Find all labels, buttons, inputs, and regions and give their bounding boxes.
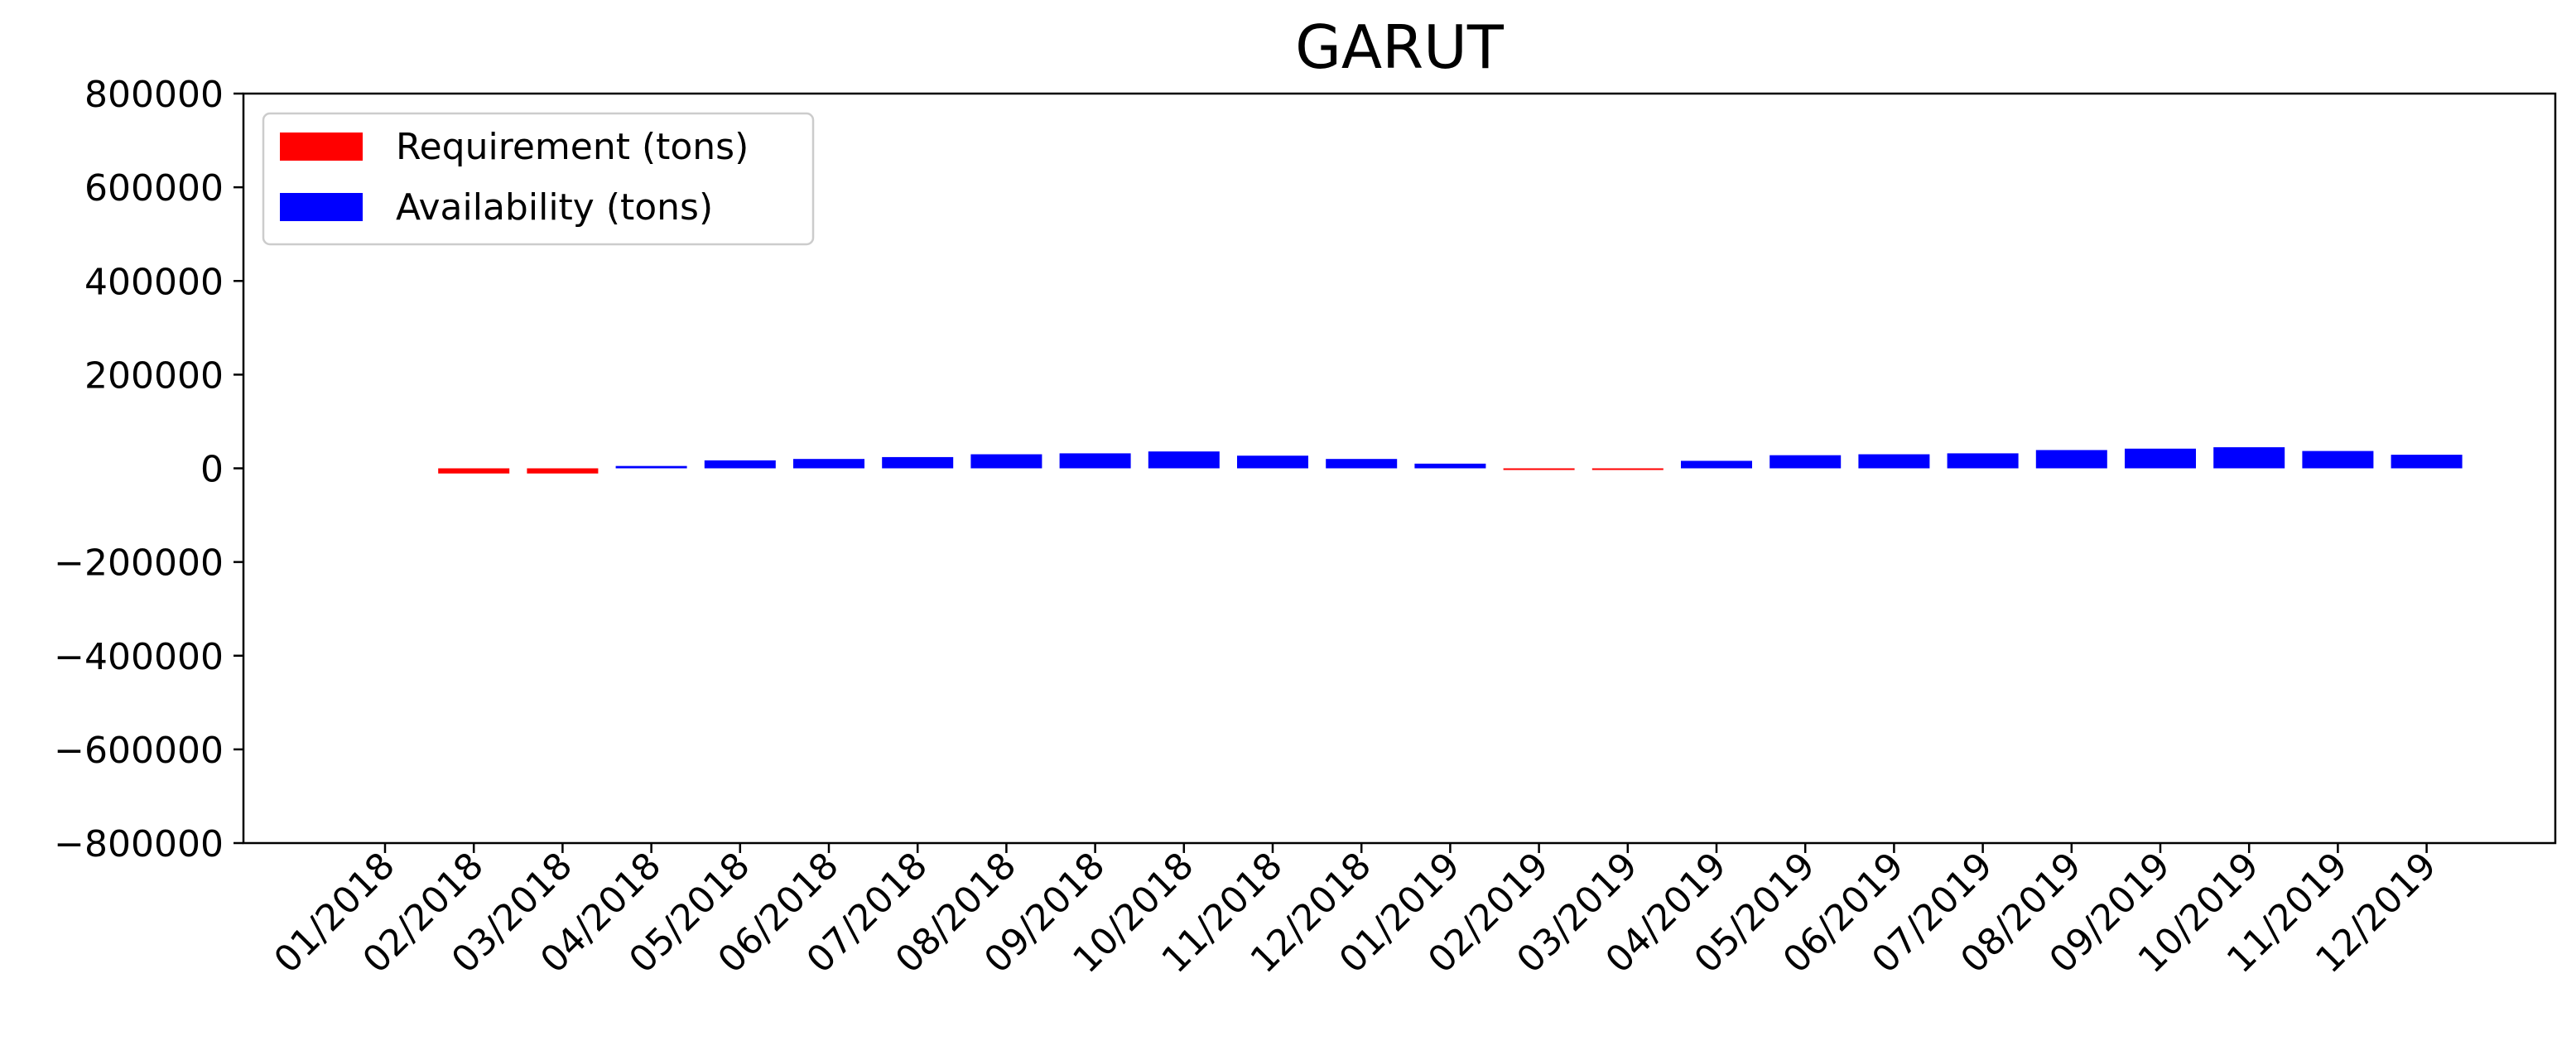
y-tick-label: −400000: [54, 636, 224, 678]
legend-swatch: [280, 193, 363, 221]
requirement-bar: [1591, 468, 1664, 470]
y-tick-label: 0: [200, 449, 224, 491]
availability-bar: [2213, 447, 2285, 469]
y-tick-label: 400000: [84, 261, 224, 303]
availability-bar: [2302, 451, 2374, 469]
availability-bar: [1947, 453, 2019, 469]
availability-bar: [2125, 448, 2196, 469]
availability-bar: [1059, 453, 1131, 469]
x-axis: 01/201802/201803/201804/201805/201806/20…: [266, 843, 2444, 981]
legend-swatch: [280, 133, 363, 161]
y-tick-label: 200000: [84, 354, 224, 397]
availability-bar: [1326, 459, 1398, 469]
availability-bar: [793, 459, 864, 469]
legend-box: [262, 112, 815, 246]
y-axis: 800000 600000 400000 200000 0 −200000 −400000 −…: [54, 74, 243, 865]
availability-bar: [1148, 451, 1220, 469]
availability-bar: [704, 460, 776, 469]
chart-title: GARUT: [1295, 12, 1505, 82]
availability-bar: [2391, 455, 2463, 469]
availability-bar: [1414, 463, 1486, 469]
availability-bar: [1769, 455, 1842, 469]
bars-group: [438, 447, 2463, 474]
availability-bar: [2035, 450, 2107, 469]
availability-bar: [1858, 454, 1930, 469]
availability-bar: [1237, 455, 1308, 469]
y-tick-label: −200000: [54, 542, 224, 585]
y-tick-label: −800000: [54, 823, 224, 865]
availability-bar: [970, 454, 1042, 469]
requirement-bar: [1503, 468, 1575, 470]
y-tick-label: 800000: [84, 74, 224, 116]
plot-frame: [242, 92, 2557, 845]
legend-label: Availability (tons): [396, 186, 713, 229]
availability-bar: [615, 465, 687, 469]
requirement-bar: [438, 468, 510, 474]
legend-label: Requirement (tons): [396, 126, 749, 168]
availability-bar: [1681, 460, 1752, 469]
legend: Requirement (tons) Availability (tons): [262, 112, 815, 246]
y-tick-label: 600000: [84, 167, 224, 210]
requirement-bar: [527, 468, 599, 474]
y-tick-label: −600000: [54, 730, 224, 772]
availability-bar: [882, 456, 954, 469]
